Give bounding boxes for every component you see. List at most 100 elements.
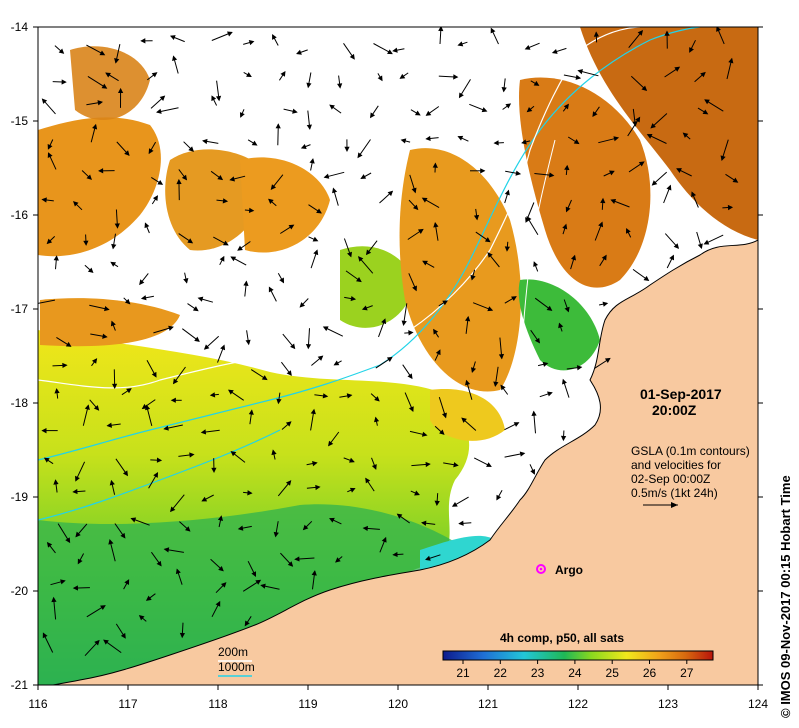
velocity-arrowhead (641, 85, 648, 92)
velocity-arrowhead (433, 222, 439, 228)
velocity-arrowhead (243, 280, 249, 286)
velocity-arrowhead (230, 451, 237, 457)
colorbar-tick-label: 23 (531, 666, 545, 680)
velocity-arrowhead (170, 397, 176, 403)
velocity-arrowhead (439, 429, 445, 435)
velocity-arrowhead (148, 148, 154, 155)
velocity-arrowhead (601, 254, 607, 261)
velocity-arrowhead (138, 614, 145, 621)
velocity-arrowhead (328, 440, 334, 447)
velocity-arrowhead (592, 111, 598, 117)
velocity-arrowhead (531, 410, 537, 416)
colorbar-tick-label: 27 (680, 666, 694, 680)
sst-patch-yellow-e (430, 389, 505, 441)
velocity-arrowhead (392, 551, 398, 558)
velocity-arrowhead (682, 132, 689, 138)
velocity-arrow (38, 299, 55, 304)
lon-tick-label: 122 (568, 697, 588, 711)
velocity-arrowhead (638, 161, 645, 167)
velocity-arrowhead (286, 370, 292, 376)
colorbar-tick-label: 26 (643, 666, 657, 680)
key-200m-label: 200m (218, 645, 248, 659)
velocity-arrowhead (396, 513, 403, 519)
velocity-arrowhead (183, 278, 189, 284)
velocity-arrowhead (181, 174, 188, 181)
velocity-arrowhead (347, 251, 352, 258)
velocity-arrowhead (608, 170, 615, 176)
velocity-arrowhead (75, 531, 81, 538)
velocity-arrowhead (290, 343, 296, 350)
velocity-arrowhead (526, 215, 532, 222)
velocity-arrowhead (441, 412, 447, 419)
velocity-arrowhead (637, 30, 644, 36)
velocity-arrowhead (498, 353, 505, 360)
sst-patch-mid2 (240, 157, 330, 253)
velocity-arrowhead (251, 140, 258, 146)
velocity-arrowhead (600, 197, 606, 204)
velocity-arrowhead (239, 112, 245, 118)
velocity-arrowhead (417, 228, 424, 234)
velocity-arrowhead (105, 72, 111, 78)
velocity-arrowhead (438, 27, 444, 32)
lon-tick-label: 124 (748, 697, 768, 711)
velocity-arrowhead (421, 431, 428, 437)
velocity-arrowhead (349, 53, 355, 60)
key-1000m-label: 1000m (218, 660, 255, 674)
velocity-arrowhead (490, 27, 496, 34)
velocity-arrowhead (302, 524, 309, 531)
colorbar-tick-label: 24 (568, 666, 582, 680)
velocity-arrowhead (421, 520, 427, 526)
velocity-arrowhead (515, 170, 522, 176)
velocity-arrowhead (465, 379, 471, 386)
velocity-arrowhead (91, 358, 98, 364)
velocity-arrowhead (153, 472, 159, 478)
velocity-arrowhead (41, 427, 47, 434)
velocity-arrowhead (156, 560, 162, 567)
velocity-arrowhead (65, 341, 72, 347)
velocity-arrowhead (313, 249, 319, 256)
velocity-arrowhead (480, 168, 486, 174)
velocity-arrowhead (486, 462, 492, 467)
lon-tick-label: 117 (118, 697, 137, 711)
velocity-arrowhead (408, 330, 414, 336)
velocity-arrowhead (108, 539, 114, 545)
velocity-arrowhead (646, 133, 653, 139)
velocity-arrowhead (152, 195, 158, 201)
velocity-arrowhead (200, 429, 207, 435)
velocity-arrowhead (610, 199, 617, 204)
velocity-arrowhead (534, 337, 541, 344)
lat-tick-label: -17 (11, 302, 29, 316)
colorbar-tick-label: 25 (606, 666, 620, 680)
velocity-arrowhead (276, 398, 282, 405)
velocity-arrowhead (126, 388, 132, 394)
velocity-arrowhead (565, 206, 571, 213)
velocity-arrowhead (371, 464, 377, 470)
velocity-arrowhead (570, 254, 577, 261)
legend-line-4: 0.5m/s (1kt 24h) (631, 486, 718, 500)
isobath-1000m-west (38, 429, 281, 521)
velocity-arrowhead (309, 158, 315, 164)
sst-patch-ne-band2 (519, 77, 651, 288)
velocity-arrowhead (470, 274, 476, 281)
velocity-arrowhead (203, 344, 210, 350)
velocity-arrowhead (237, 245, 243, 251)
velocity-arrowhead (124, 579, 130, 585)
velocity-arrowhead (344, 146, 350, 153)
velocity-arrowhead (414, 110, 421, 116)
velocity-arrowhead (673, 243, 680, 249)
velocity-arrowhead (97, 100, 103, 106)
velocity-arrowhead (62, 362, 68, 369)
velocity-arrowhead (268, 198, 274, 205)
velocity-arrowhead (156, 457, 163, 463)
velocity-arrowhead (144, 222, 150, 229)
velocity-arrowhead (635, 116, 641, 123)
velocity-arrowhead (255, 579, 262, 585)
velocity-arrowhead (54, 388, 60, 394)
velocity-arrowhead (664, 30, 670, 36)
velocity-arrowhead (41, 98, 48, 104)
colorbar-tick-label: 22 (494, 666, 508, 680)
velocity-arrowhead (316, 208, 322, 214)
velocity-arrowhead (451, 501, 458, 507)
velocity-arrowhead (222, 240, 229, 246)
